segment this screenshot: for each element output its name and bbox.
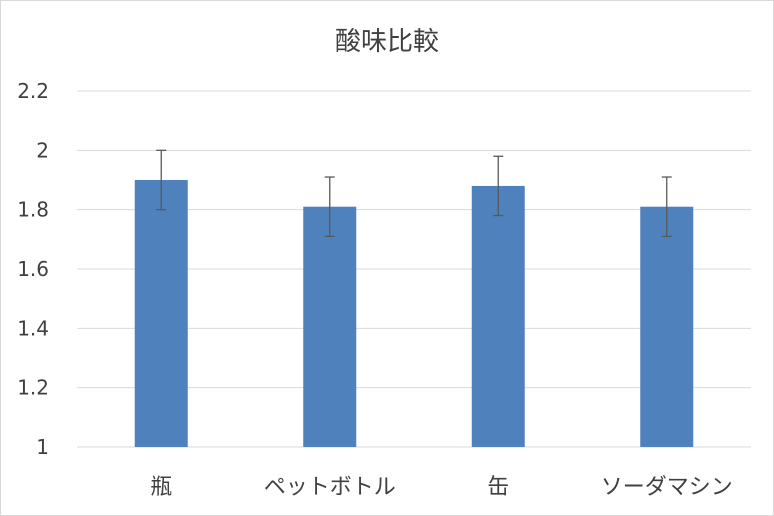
x-category-label: 缶 [487, 475, 509, 500]
y-tick-label: 1 [36, 435, 49, 459]
bar [303, 206, 357, 447]
bar [471, 185, 525, 447]
x-category-label: ペットボトル [264, 475, 396, 500]
y-tick-label: 1.2 [17, 376, 49, 400]
chart-title: 酸味比較 [334, 27, 439, 57]
y-tick-label: 1.8 [17, 198, 49, 222]
y-tick-label: 1.6 [17, 257, 49, 281]
y-tick-label: 1.4 [17, 316, 49, 340]
bar [640, 206, 694, 447]
x-category-label: 瓶 [150, 475, 172, 500]
bar [134, 180, 188, 447]
y-tick-label: 2.2 [17, 79, 49, 103]
x-category-label: ソーダマシン [601, 475, 733, 500]
y-tick-label: 2 [36, 138, 49, 162]
